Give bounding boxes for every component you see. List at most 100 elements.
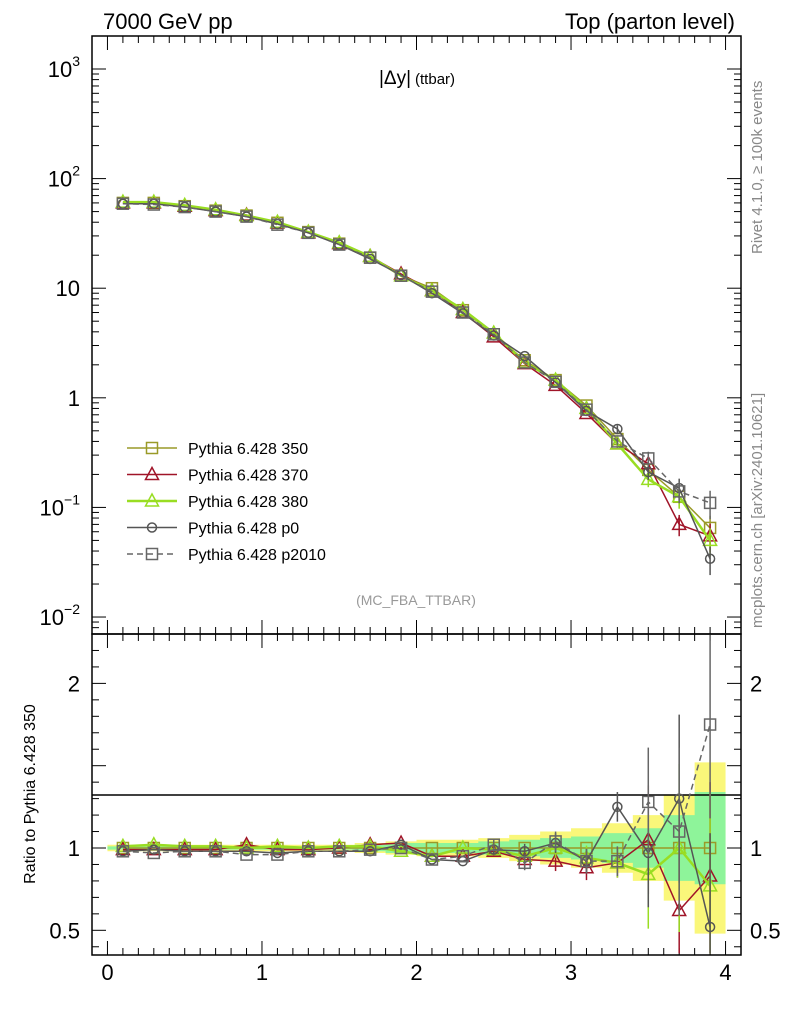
data-point xyxy=(702,531,718,547)
data-point xyxy=(609,435,626,450)
data-point xyxy=(612,423,623,435)
data-point xyxy=(240,210,253,223)
x-tick-label: 2 xyxy=(410,960,422,985)
ratio-data-point xyxy=(332,845,346,858)
x-tick-label: 0 xyxy=(101,960,113,985)
ratio-data-point xyxy=(300,839,317,854)
legend-label: Pythia 6.428 370 xyxy=(188,468,308,485)
ratio-y-tick-label-right: 2 xyxy=(750,671,762,696)
ratio-panel: 0.5 0.5 1 1 2 2 Ratio to Pythia 6.428 350 0 1 2… xyxy=(22,633,781,985)
series-3 xyxy=(117,198,716,576)
ratio-data-point xyxy=(672,825,686,838)
ratio-data-point xyxy=(704,921,716,933)
ratio-data-point xyxy=(612,801,623,813)
y-tick-label-base: 10 xyxy=(48,167,72,192)
ratio-data-point xyxy=(210,846,221,857)
y-tick-label: 102 xyxy=(48,163,80,192)
data-point xyxy=(333,239,345,250)
data-point xyxy=(518,356,531,369)
y-tick-label: 10−1 xyxy=(40,491,81,520)
ratio-y-tick-labels: 0.5 0.5 1 1 2 2 xyxy=(49,671,780,943)
y-tick-label: 10−2 xyxy=(40,601,81,630)
legend-item: Pythia 6.428 350 xyxy=(127,441,308,458)
legend-label: Pythia 6.428 p0 xyxy=(188,521,299,538)
data-point xyxy=(303,227,314,239)
y-tick-label-exponent: −2 xyxy=(64,601,80,617)
x-tick-label: 4 xyxy=(719,960,731,985)
header-left: 7000 GeV pp xyxy=(103,9,233,34)
ratio-data-point xyxy=(148,844,160,855)
series-line xyxy=(122,202,711,504)
data-point xyxy=(179,201,190,213)
legend-marker xyxy=(146,522,158,533)
legend-marker xyxy=(145,441,159,455)
legend: Pythia 6.428 350 Pythia 6.428 370 Pythia 6… xyxy=(127,441,326,564)
legend-item: Pythia 6.428 370 xyxy=(127,465,308,485)
x-tick-labels: 0 1 2 3 4 xyxy=(101,960,731,985)
y-tick-label-exponent: 2 xyxy=(72,163,80,179)
ratio-data-point xyxy=(209,845,222,858)
data-point xyxy=(456,306,470,319)
ratio-y-tick-label-right: 1 xyxy=(750,836,762,861)
data-point xyxy=(642,452,655,465)
ratio-data-point xyxy=(642,795,655,809)
ratio-data-point xyxy=(238,839,255,854)
y-tick-label-base: 10 xyxy=(40,605,64,630)
ratio-data-point xyxy=(424,847,440,862)
ratio-data-point xyxy=(271,848,284,861)
ratio-data-point xyxy=(269,837,286,853)
series-line xyxy=(122,200,712,542)
ratio-data-point xyxy=(394,841,408,855)
ratio-series-4 xyxy=(116,634,717,916)
ratio-y-tick-label: 1 xyxy=(68,836,80,861)
header-right: Top (parton level) xyxy=(565,9,735,34)
data-point xyxy=(271,218,284,231)
ratio-data-point xyxy=(456,849,470,863)
ratio-data-point xyxy=(425,853,439,866)
legend-marker xyxy=(144,465,160,481)
ratio-data-point xyxy=(487,838,501,851)
data-point xyxy=(611,435,624,448)
y-tick-label-base: 10 xyxy=(48,57,72,82)
main-frame xyxy=(91,35,742,635)
y-tick-label-exponent: −1 xyxy=(64,491,80,507)
data-point xyxy=(704,553,716,565)
data-point xyxy=(580,403,593,416)
legend-marker xyxy=(144,492,160,507)
mcplots-label: mcplots.cern.ch [arXiv:2401.10621] xyxy=(749,393,766,628)
data-point xyxy=(363,251,377,264)
ratio-data-point xyxy=(393,842,409,858)
data-point xyxy=(519,350,530,362)
ratio-data-point xyxy=(455,839,471,854)
ratio-y-tick-label: 2 xyxy=(68,671,80,696)
y-tick-label-base: 10 xyxy=(40,495,64,520)
legend-item: Pythia 6.428 p0 xyxy=(127,521,299,538)
series-4 xyxy=(116,197,717,520)
data-point xyxy=(147,198,161,211)
data-point xyxy=(302,226,315,240)
x-tick-label: 1 xyxy=(256,960,268,985)
legend-item: Pythia 6.428 380 xyxy=(127,492,308,511)
y-tick-label-base: 1 xyxy=(68,386,80,411)
ratio-data-point xyxy=(426,854,438,865)
y-tick-label: 103 xyxy=(48,53,80,82)
ratio-series xyxy=(115,634,718,954)
ratio-data-point xyxy=(549,835,562,848)
data-point xyxy=(487,328,501,341)
y-tick-label: 10 xyxy=(56,276,80,301)
legend-label: Pythia 6.428 p2010 xyxy=(188,547,326,564)
legend-item: Pythia 6.428 p2010 xyxy=(127,547,326,564)
ratio-y-tick-label-right: 0.5 xyxy=(750,918,781,943)
data-point xyxy=(549,375,562,389)
data-point xyxy=(210,206,221,217)
data-point xyxy=(332,238,346,251)
data-point xyxy=(671,515,687,531)
data-point xyxy=(643,466,654,478)
main-series xyxy=(115,193,718,576)
data-point xyxy=(425,285,439,298)
rivet-label: Rivet 4.1.0, ≥ 100k events xyxy=(749,81,766,254)
data-point xyxy=(455,300,471,316)
